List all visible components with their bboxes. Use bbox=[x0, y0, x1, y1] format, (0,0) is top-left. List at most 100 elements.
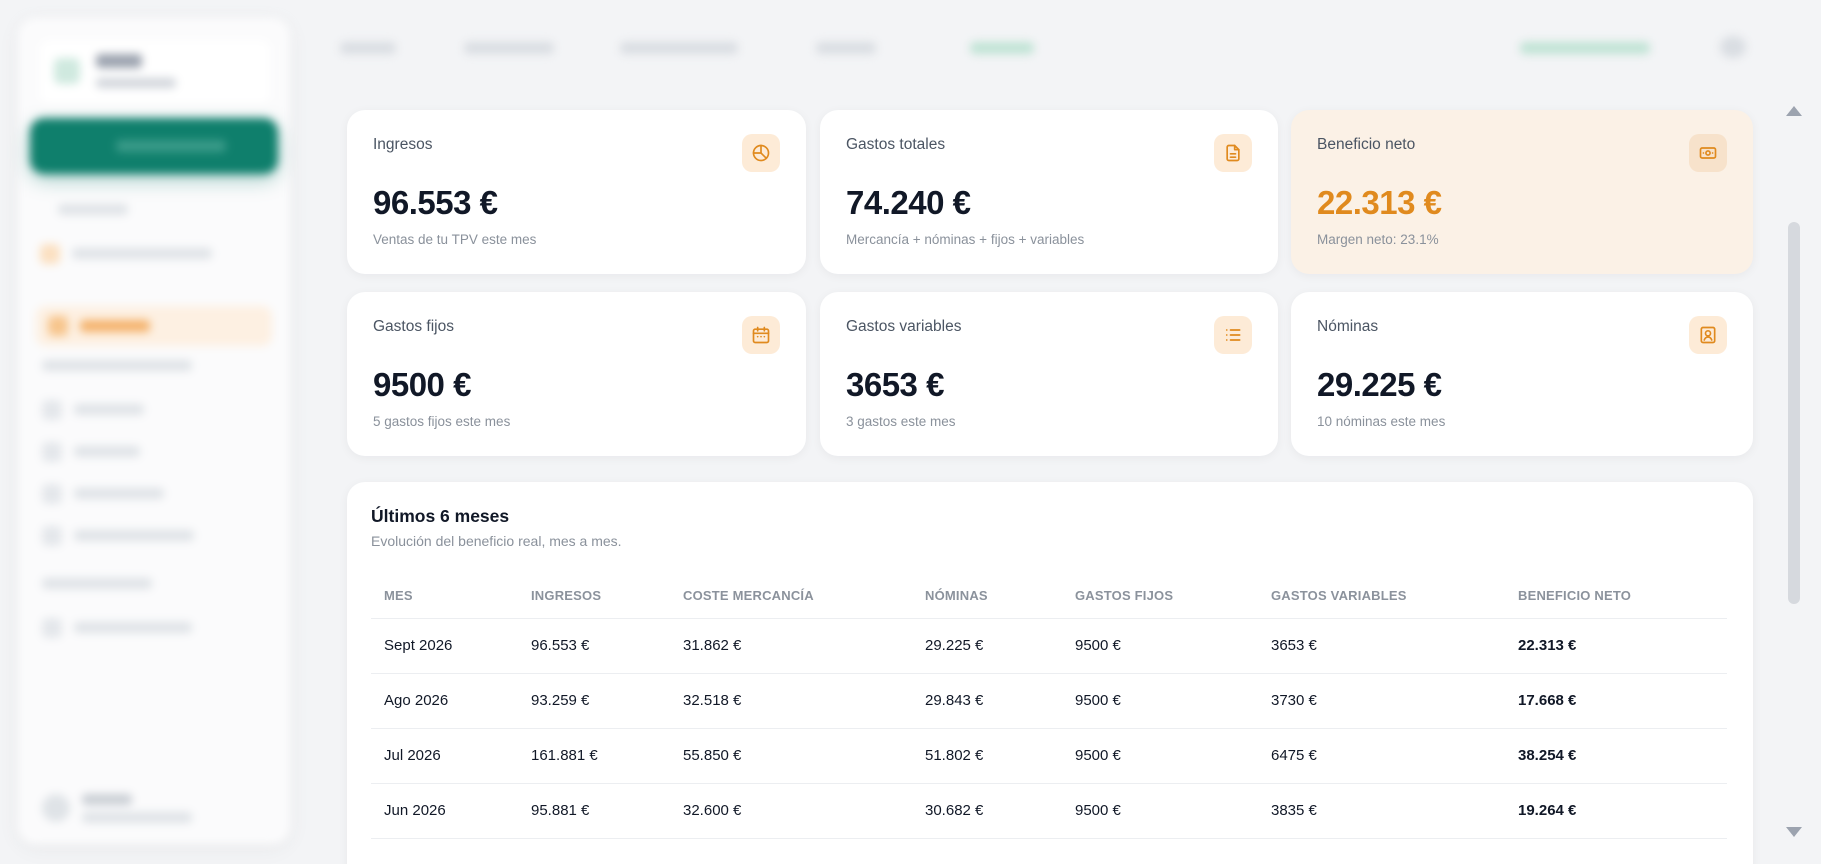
table-row[interactable]: Ago 2026 93.259 € 32.518 € 29.843 € 9500… bbox=[371, 673, 1727, 729]
brand-logo bbox=[54, 58, 80, 84]
kpi-caption: Margen neto: 23.1% bbox=[1317, 232, 1439, 247]
cell-ingresos: 96.553 € bbox=[518, 618, 670, 674]
pie-chart-icon bbox=[742, 134, 780, 172]
table-row[interactable]: Jun 2026 95.881 € 32.600 € 30.682 € 9500… bbox=[371, 783, 1727, 839]
cell-nominas: 29.225 € bbox=[912, 618, 1062, 674]
kpi-label: Beneficio neto bbox=[1317, 136, 1416, 153]
cell-gastos-fijos: 9500 € bbox=[1062, 783, 1258, 839]
sidebar-item-active[interactable] bbox=[36, 306, 272, 346]
column-header-nominas[interactable]: NÓMINAS bbox=[912, 574, 1062, 619]
nav-tab-active[interactable] bbox=[970, 42, 1034, 54]
cell-mes: Sept 2026 bbox=[371, 618, 518, 674]
cell-gastos-variables: 3835 € bbox=[1258, 783, 1505, 839]
cell-coste-mercancia: 32.600 € bbox=[670, 783, 912, 839]
sidebar-item-icon bbox=[42, 484, 62, 504]
cash-icon bbox=[1689, 134, 1727, 172]
scroll-down-arrow-icon[interactable] bbox=[1786, 827, 1802, 837]
kpi-value: 9500 € bbox=[373, 366, 471, 403]
kpi-value: 3653 € bbox=[846, 366, 944, 403]
cell-ingresos: 161.881 € bbox=[518, 728, 670, 784]
kpi-label: Nóminas bbox=[1317, 318, 1379, 335]
kpi-value: 22.313 € bbox=[1317, 184, 1442, 221]
kpi-card-ingresos: Ingresos 96.553 € Ventas de tu TPV este … bbox=[347, 110, 806, 274]
panel-title: Últimos 6 meses bbox=[371, 506, 510, 526]
kpi-label: Gastos variables bbox=[846, 318, 962, 335]
kpi-value: 74.240 € bbox=[846, 184, 971, 221]
status-pill[interactable] bbox=[1520, 42, 1650, 54]
table-row[interactable]: Jul 2026 161.881 € 55.850 € 51.802 € 950… bbox=[371, 728, 1727, 784]
kpi-caption: 3 gastos este mes bbox=[846, 414, 956, 429]
kpi-label: Ingresos bbox=[373, 136, 433, 153]
sidebar-item[interactable] bbox=[74, 446, 140, 457]
scrollbar-thumb[interactable] bbox=[1788, 222, 1800, 604]
nav-tab[interactable] bbox=[340, 42, 396, 54]
sidebar bbox=[18, 18, 290, 844]
user-profile[interactable] bbox=[36, 782, 272, 834]
table-header-row: MES INGRESOS COSTE MERCANCÍA NÓMINAS GAS… bbox=[371, 574, 1727, 619]
scroll-up-arrow-icon[interactable] bbox=[1786, 106, 1802, 116]
history-panel: Últimos 6 meses Evolución del beneficio … bbox=[347, 482, 1753, 864]
calendar-icon bbox=[742, 316, 780, 354]
sidebar-item-icon bbox=[42, 526, 62, 546]
list-icon bbox=[1214, 316, 1252, 354]
cell-mes: Ago 2026 bbox=[371, 673, 518, 729]
cell-coste-mercancia: 31.862 € bbox=[670, 618, 912, 674]
kpi-value: 29.225 € bbox=[1317, 366, 1442, 403]
nav-tab[interactable] bbox=[816, 42, 876, 54]
kpi-caption: 5 gastos fijos este mes bbox=[373, 414, 511, 429]
cell-beneficio-neto: 17.668 € bbox=[1505, 673, 1727, 729]
cell-nominas: 29.843 € bbox=[912, 673, 1062, 729]
top-navigation bbox=[320, 18, 1800, 78]
cell-mes: Jul 2026 bbox=[371, 728, 518, 784]
column-header-gastos-variables[interactable]: GASTOS VARIABLES bbox=[1258, 574, 1505, 619]
sidebar-item[interactable] bbox=[72, 248, 212, 259]
cell-beneficio-neto: 19.264 € bbox=[1505, 783, 1727, 839]
kpi-caption: Ventas de tu TPV este mes bbox=[373, 232, 537, 247]
sidebar-item[interactable] bbox=[74, 622, 192, 633]
table-row[interactable]: Sept 2026 96.553 € 31.862 € 29.225 € 950… bbox=[371, 618, 1727, 674]
avatar bbox=[42, 794, 70, 822]
sidebar-item-icon bbox=[42, 618, 62, 638]
scrollbar-track[interactable] bbox=[1786, 122, 1802, 822]
nav-tab[interactable] bbox=[620, 42, 738, 54]
sidebar-item[interactable] bbox=[74, 530, 194, 541]
cell-gastos-variables: 3730 € bbox=[1258, 673, 1505, 729]
sidebar-section-label bbox=[42, 360, 192, 371]
column-header-ingresos[interactable]: INGRESOS bbox=[518, 574, 670, 619]
document-icon bbox=[1214, 134, 1252, 172]
cell-beneficio-neto: 22.313 € bbox=[1505, 618, 1727, 674]
kpi-label: Gastos totales bbox=[846, 136, 946, 153]
cell-gastos-variables: 6475 € bbox=[1258, 728, 1505, 784]
primary-action-button[interactable] bbox=[30, 118, 278, 174]
kpi-value: 96.553 € bbox=[373, 184, 498, 221]
history-table: MES INGRESOS COSTE MERCANCÍA NÓMINAS GAS… bbox=[371, 574, 1727, 839]
cell-mes: Jun 2026 bbox=[371, 783, 518, 839]
cell-coste-mercancia: 55.850 € bbox=[670, 728, 912, 784]
kpi-caption: 10 nóminas este mes bbox=[1317, 414, 1446, 429]
sidebar-item-icon bbox=[40, 244, 60, 264]
kpi-caption: Mercancía + nóminas + fijos + variables bbox=[846, 232, 1085, 247]
sidebar-section-label bbox=[42, 578, 152, 589]
column-header-gastos-fijos[interactable]: GASTOS FIJOS bbox=[1062, 574, 1258, 619]
sidebar-item[interactable] bbox=[74, 404, 144, 415]
cell-nominas: 51.802 € bbox=[912, 728, 1062, 784]
sidebar-item-icon bbox=[42, 400, 62, 420]
cell-gastos-fijos: 9500 € bbox=[1062, 673, 1258, 729]
cell-gastos-fijos: 9500 € bbox=[1062, 728, 1258, 784]
nav-tab[interactable] bbox=[464, 42, 554, 54]
cell-ingresos: 93.259 € bbox=[518, 673, 670, 729]
kpi-card-gastos-fijos: Gastos fijos 9500 € 5 gastos fijos este … bbox=[347, 292, 806, 456]
cell-beneficio-neto: 38.254 € bbox=[1505, 728, 1727, 784]
sidebar-item-icon bbox=[42, 442, 62, 462]
cell-gastos-variables: 3653 € bbox=[1258, 618, 1505, 674]
kpi-label: Gastos fijos bbox=[373, 318, 454, 335]
kpi-card-beneficio-neto: Beneficio neto 22.313 € Margen neto: 23.… bbox=[1291, 110, 1753, 274]
kpi-card-nominas: Nóminas 29.225 € 10 nóminas este mes bbox=[1291, 292, 1753, 456]
column-header-mes[interactable]: MES bbox=[371, 574, 518, 619]
column-header-coste-mercancia[interactable]: COSTE MERCANCÍA bbox=[670, 574, 912, 619]
sidebar-item[interactable] bbox=[74, 488, 164, 499]
notification-icon[interactable] bbox=[1720, 36, 1746, 58]
column-header-beneficio-neto[interactable]: BENEFICIO NETO bbox=[1505, 574, 1727, 619]
cell-coste-mercancia: 32.518 € bbox=[670, 673, 912, 729]
